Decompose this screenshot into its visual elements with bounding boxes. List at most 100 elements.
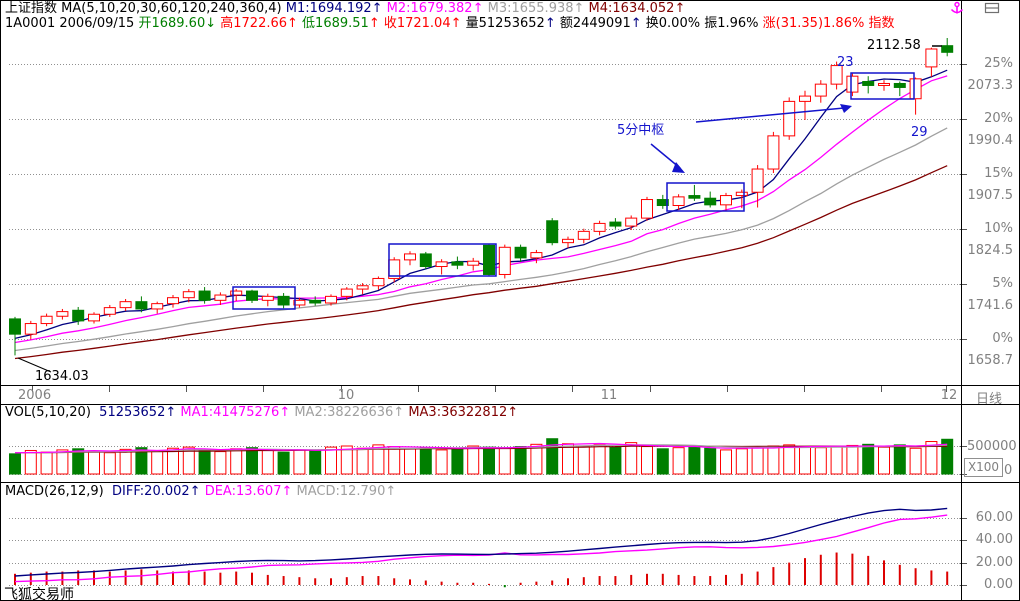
candle-body[interactable] (925, 48, 938, 68)
candle-body[interactable] (167, 297, 179, 305)
volume-bar[interactable] (356, 447, 369, 475)
candle-body[interactable] (704, 197, 717, 206)
volume-bar[interactable] (230, 448, 243, 475)
volume-bar[interactable] (830, 445, 843, 475)
volume-bar[interactable] (56, 449, 69, 475)
volume-bar[interactable] (451, 447, 464, 475)
volume-bar[interactable] (119, 448, 132, 475)
candle-body[interactable] (103, 307, 116, 315)
candle-body[interactable] (688, 195, 701, 199)
candle-body[interactable] (198, 290, 211, 301)
candle-body[interactable] (878, 82, 890, 86)
candle-body[interactable] (483, 244, 495, 275)
candle-body[interactable] (593, 222, 606, 232)
volume-bar[interactable] (735, 448, 748, 475)
volume-bar[interactable] (625, 442, 638, 475)
volume-bar[interactable] (198, 449, 211, 475)
volume-bar[interactable] (277, 451, 290, 475)
candle-body[interactable] (9, 318, 21, 335)
volume-bar[interactable] (514, 446, 527, 475)
volume-bar[interactable] (704, 447, 717, 475)
candle-body[interactable] (56, 311, 69, 317)
candle-body[interactable] (325, 295, 337, 304)
candle-body[interactable] (577, 230, 590, 240)
candle-body[interactable] (277, 295, 290, 306)
volume-bar[interactable] (530, 443, 543, 475)
candle-body[interactable] (419, 253, 432, 268)
candle-body[interactable] (672, 196, 685, 207)
volume-bar[interactable] (325, 446, 337, 475)
candle-body[interactable] (24, 323, 37, 335)
candle-body[interactable] (830, 65, 843, 85)
volume-bar[interactable] (893, 444, 906, 475)
volume-bar[interactable] (182, 446, 195, 475)
volume-bar[interactable] (435, 449, 448, 475)
candle-body[interactable] (514, 246, 527, 259)
volume-bar[interactable] (419, 447, 432, 475)
volume-bar[interactable] (309, 450, 322, 475)
volume-bar[interactable] (672, 447, 685, 475)
volume-bar[interactable] (767, 445, 780, 475)
volume-bar[interactable] (878, 446, 890, 475)
candle-body[interactable] (435, 261, 448, 268)
candle-body[interactable] (799, 95, 811, 102)
candle-body[interactable] (735, 191, 748, 197)
candle-body[interactable] (846, 75, 859, 93)
volume-bar[interactable] (467, 445, 480, 475)
candle-body[interactable] (261, 295, 274, 301)
candle-body[interactable] (340, 288, 353, 297)
candle-body[interactable] (467, 260, 480, 266)
volume-bar[interactable] (40, 451, 53, 475)
volume-bar[interactable] (909, 447, 922, 475)
volume-bar[interactable] (941, 438, 954, 475)
volume-bar[interactable] (261, 449, 274, 475)
candle-body[interactable] (751, 168, 764, 193)
volume-bar[interactable] (925, 441, 938, 475)
volume-bar[interactable] (562, 443, 574, 475)
candle-body[interactable] (498, 246, 511, 275)
candle-body[interactable] (151, 303, 164, 310)
candle-body[interactable] (530, 252, 543, 259)
candle-body[interactable] (909, 78, 922, 100)
volume-bar[interactable] (720, 449, 732, 475)
volume-bar[interactable] (167, 447, 179, 475)
candle-body[interactable] (641, 199, 653, 219)
candle-body[interactable] (72, 309, 85, 322)
candle-body[interactable] (119, 301, 132, 309)
candle-body[interactable] (941, 45, 954, 53)
candle-body[interactable] (356, 285, 369, 290)
volume-bar[interactable] (151, 450, 164, 475)
candle-body[interactable] (625, 217, 638, 227)
volume-bar[interactable] (498, 447, 511, 475)
volume-bar[interactable] (88, 451, 100, 475)
volume-bar[interactable] (688, 446, 701, 475)
volume-bar[interactable] (214, 451, 227, 475)
volume-bar[interactable] (814, 447, 827, 475)
volume-bar[interactable] (388, 446, 401, 475)
candle-body[interactable] (546, 220, 559, 244)
candle-body[interactable] (767, 135, 780, 170)
candle-body[interactable] (246, 290, 258, 301)
volume-bar[interactable] (846, 444, 859, 475)
candle-body[interactable] (88, 313, 100, 322)
volume-bar[interactable] (546, 438, 559, 475)
volume-bar[interactable] (103, 452, 116, 475)
volume-bar[interactable] (641, 446, 653, 475)
volume-bar[interactable] (9, 453, 21, 475)
volume-bar[interactable] (656, 448, 669, 475)
candle-body[interactable] (562, 238, 574, 244)
volume-bar[interactable] (783, 444, 796, 475)
candle-body[interactable] (404, 253, 416, 261)
candle-body[interactable] (214, 294, 227, 301)
volume-bar[interactable] (24, 449, 37, 475)
volume-bar[interactable] (577, 445, 590, 475)
candle-body[interactable] (783, 100, 796, 137)
candle-body[interactable] (893, 82, 906, 88)
volume-bar[interactable] (593, 444, 606, 475)
candle-body[interactable] (293, 299, 306, 306)
window-restore-icon[interactable] (984, 1, 1000, 16)
period-label[interactable]: 日线 (975, 392, 1002, 407)
candle-body[interactable] (309, 299, 322, 304)
candle-body[interactable] (814, 83, 827, 97)
volume-bar[interactable] (246, 447, 258, 475)
